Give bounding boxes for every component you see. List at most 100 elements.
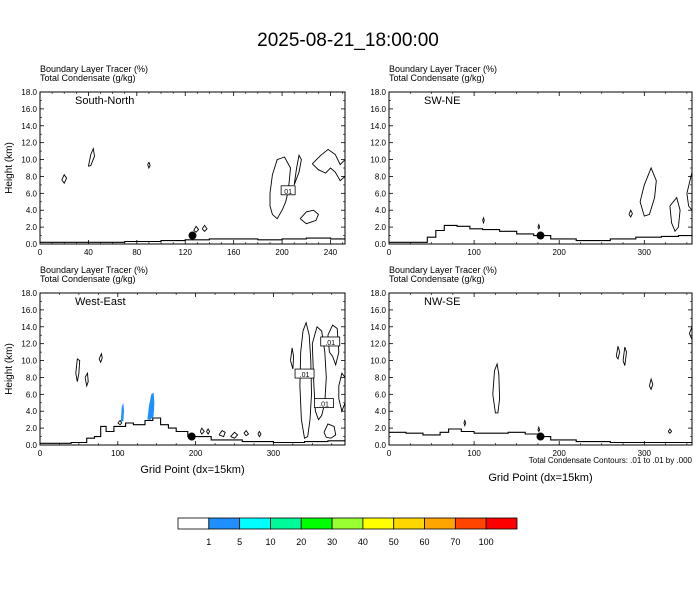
condensate-contour [84,371,89,388]
site-marker [188,231,197,240]
y-tick-label: 14.0 [370,122,386,131]
y-tick-label: 10.0 [21,357,37,366]
condensate-contour [327,324,340,367]
y-axis-label: Height (km) [4,343,15,395]
x-tick-label: 200 [189,449,203,458]
y-tick-label: 16.0 [21,306,37,315]
y-tick-label: 6.0 [375,189,387,198]
colorbar-swatch [208,517,241,530]
y-tick-label: 16.0 [370,105,386,114]
y-tick-label: 10.0 [370,357,386,366]
condensate-contour [230,431,239,439]
condensate-contour [463,419,467,428]
x-tick-label: 240 [324,248,338,257]
panel-header-condensate: Total Condensate (g/kg) [40,274,136,284]
condensate-contour [686,172,693,212]
condensate-contour [299,209,319,225]
condensate-contour [622,346,627,366]
x-tick-label: 160 [227,248,241,257]
condensate-contour [218,430,226,438]
y-tick-label: 6.0 [375,390,387,399]
panel-label: NW-SE [424,296,460,308]
condensate-contour [147,161,151,170]
panel-header-condensate: Total Condensate (g/kg) [389,274,485,284]
condensate-contour [117,419,123,426]
panel-sw-ne: Boundary Layer Tracer (%)Total Condensat… [370,64,693,257]
panel-label: SW-NE [424,95,460,107]
terrain-line [389,224,693,243]
site-marker [536,231,545,240]
condensate-contour [206,428,211,435]
site-marker [536,432,545,441]
x-tick-label: 100 [467,449,481,458]
colorbar-swatch [454,517,487,530]
y-tick-label: 10.0 [21,156,37,165]
x-tick-label: 100 [111,449,125,458]
condensate-contour [257,430,262,438]
y-tick-label: 18.0 [370,289,386,298]
y-tick-label: 2.0 [26,424,38,433]
x-tick-label: 0 [387,449,392,458]
y-tick-label: 2.0 [375,223,387,232]
colorbar-swatch [424,517,456,530]
colorbar-label: 100 [479,537,494,547]
x-tick-label: 300 [638,449,652,458]
x-tick-label: 40 [84,248,93,257]
colorbar-swatch [270,517,302,530]
panel-label: South-North [75,95,134,107]
condensate-contour [293,153,302,186]
colorbar: 1 5 10 20 30 40 50 60 70 100 [177,517,518,547]
x-tick-label: 0 [387,248,392,257]
y-tick-label: 18.0 [21,289,37,298]
condensate-contour [669,196,681,233]
tracer-shaded-area [120,402,124,422]
y-tick-label: 12.0 [21,340,37,349]
condensate-contour [323,423,337,439]
y-axis-label: Height (km) [4,142,15,194]
y-tick-label: 2.0 [26,223,38,232]
contour-label: .01 [300,372,310,379]
colorbar-label: 50 [389,537,399,547]
colorbar-label: 30 [327,537,337,547]
y-tick-label: 0.0 [375,240,387,249]
plot-frame [388,91,693,245]
x-tick-label: 0 [38,449,43,458]
condensate-contour [628,209,633,218]
y-tick-label: 8.0 [26,373,38,382]
colorbar-label: 10 [265,537,275,547]
y-tick-label: 18.0 [370,88,386,97]
y-tick-label: 0.0 [375,441,387,450]
y-tick-label: 2.0 [375,424,387,433]
panel-header-tracer: Boundary Layer Tracer (%) [389,265,497,275]
y-tick-label: 14.0 [21,122,37,131]
plot-frame [388,292,693,446]
y-tick-label: 12.0 [21,139,37,148]
site-marker [187,432,196,441]
y-tick-label: 10.0 [370,156,386,165]
colorbar-swatch [177,517,210,530]
panel-header-condensate: Total Condensate (g/kg) [40,73,136,83]
y-tick-label: 8.0 [375,373,387,382]
y-tick-label: 14.0 [370,323,386,332]
y-tick-label: 6.0 [26,189,38,198]
y-tick-label: 16.0 [21,105,37,114]
x-tick-label: 80 [132,248,141,257]
colorbar-swatch [331,517,364,530]
condensate-contour [61,173,68,185]
colorbar-label: 40 [358,537,368,547]
plot-frame [39,91,346,245]
contour-label: 01 [284,189,292,196]
colorbar-swatch [300,517,333,530]
colorbar-label: 70 [450,537,460,547]
contour-footnote: Total Condensate Contours: .01 to .01 by… [528,456,692,465]
x-tick-label: 300 [267,449,281,458]
contour-label-box [280,185,296,196]
condensate-contour [639,166,657,217]
x-tick-label: 120 [179,248,193,257]
condensate-contour [615,346,621,361]
condensate-contour [199,427,205,435]
condensate-contour [87,146,95,167]
condensate-contour [482,216,485,225]
x-tick-label: 200 [553,449,567,458]
condensate-contour [338,372,346,413]
